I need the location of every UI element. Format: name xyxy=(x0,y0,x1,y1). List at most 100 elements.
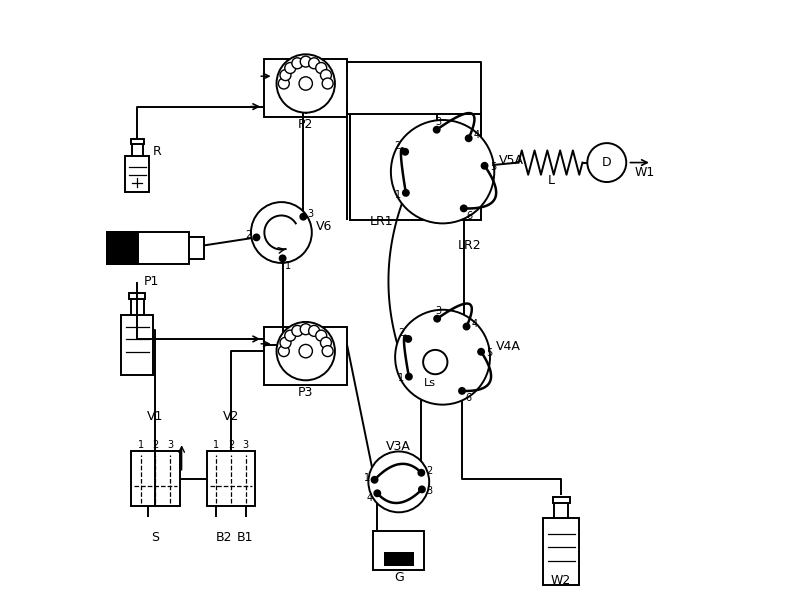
Circle shape xyxy=(278,254,286,262)
Bar xyxy=(553,497,570,503)
Text: 2: 2 xyxy=(398,328,404,338)
Bar xyxy=(107,232,138,263)
Circle shape xyxy=(322,346,333,357)
Circle shape xyxy=(418,486,426,493)
Text: V5A: V5A xyxy=(499,154,524,167)
Circle shape xyxy=(292,58,303,69)
Text: 1: 1 xyxy=(398,373,404,384)
Text: LR2: LR2 xyxy=(458,240,482,252)
Text: 2: 2 xyxy=(394,141,401,151)
Bar xyxy=(130,139,144,144)
Bar xyxy=(131,452,180,506)
Text: 6: 6 xyxy=(465,393,471,403)
Text: 4: 4 xyxy=(366,493,373,503)
Text: 1: 1 xyxy=(214,441,219,450)
Text: P3: P3 xyxy=(298,386,314,399)
Text: LR1: LR1 xyxy=(370,215,394,228)
Bar xyxy=(130,293,145,299)
Circle shape xyxy=(277,322,335,380)
Text: 2: 2 xyxy=(152,441,158,450)
Bar xyxy=(206,452,255,506)
Circle shape xyxy=(285,330,296,341)
Text: V3A: V3A xyxy=(386,440,411,453)
Bar xyxy=(130,298,144,315)
Text: L: L xyxy=(547,174,554,187)
Circle shape xyxy=(434,315,441,323)
Circle shape xyxy=(458,387,466,395)
Text: 1: 1 xyxy=(138,441,144,450)
Circle shape xyxy=(285,62,296,73)
Circle shape xyxy=(404,335,412,343)
Text: 3: 3 xyxy=(435,117,441,127)
Text: 1: 1 xyxy=(363,473,370,483)
Text: 2: 2 xyxy=(228,441,234,450)
Circle shape xyxy=(322,78,333,89)
Bar xyxy=(107,232,138,263)
Circle shape xyxy=(300,324,311,335)
Circle shape xyxy=(460,205,468,213)
Circle shape xyxy=(278,78,290,89)
Circle shape xyxy=(316,62,326,73)
Text: 2: 2 xyxy=(426,466,432,476)
Text: 3: 3 xyxy=(242,441,249,450)
Circle shape xyxy=(395,310,490,404)
Text: G: G xyxy=(394,571,404,585)
Text: S: S xyxy=(151,532,159,544)
Circle shape xyxy=(309,58,319,69)
Text: D: D xyxy=(602,156,612,169)
Circle shape xyxy=(465,134,473,142)
Circle shape xyxy=(299,77,313,90)
Text: 6: 6 xyxy=(466,211,473,221)
Bar xyxy=(125,156,150,192)
Circle shape xyxy=(401,148,409,156)
Circle shape xyxy=(374,489,382,497)
Text: 3: 3 xyxy=(307,209,314,219)
Text: 3: 3 xyxy=(167,441,173,450)
Bar xyxy=(543,518,579,585)
Circle shape xyxy=(370,476,378,484)
Circle shape xyxy=(299,213,307,221)
Bar xyxy=(189,237,203,258)
Circle shape xyxy=(423,350,447,374)
Circle shape xyxy=(405,373,413,381)
Circle shape xyxy=(402,189,410,197)
Text: R: R xyxy=(153,145,162,158)
Text: Ls: Ls xyxy=(424,378,436,389)
Bar xyxy=(264,59,347,117)
Bar xyxy=(374,530,424,570)
Circle shape xyxy=(477,348,485,356)
Text: 3: 3 xyxy=(426,486,433,496)
Text: V4A: V4A xyxy=(495,340,520,353)
Text: 5: 5 xyxy=(490,162,496,172)
Text: 3: 3 xyxy=(435,306,442,316)
Text: P1: P1 xyxy=(144,275,159,288)
Bar xyxy=(132,143,142,156)
Text: P2: P2 xyxy=(298,119,314,131)
Circle shape xyxy=(462,323,470,331)
Text: B2: B2 xyxy=(215,532,232,544)
Circle shape xyxy=(433,126,441,134)
Circle shape xyxy=(299,345,313,358)
Circle shape xyxy=(280,70,291,81)
Bar xyxy=(554,502,569,518)
Text: 4: 4 xyxy=(474,130,480,141)
Circle shape xyxy=(280,337,291,348)
Text: B1: B1 xyxy=(237,532,253,544)
Text: W1: W1 xyxy=(634,166,654,180)
Circle shape xyxy=(253,233,261,241)
Circle shape xyxy=(418,469,426,477)
Bar xyxy=(122,315,153,375)
Circle shape xyxy=(368,452,429,512)
Text: V1: V1 xyxy=(147,410,164,423)
Circle shape xyxy=(277,54,335,112)
Circle shape xyxy=(251,202,312,263)
Circle shape xyxy=(316,330,326,341)
Circle shape xyxy=(278,346,290,357)
Bar xyxy=(264,327,347,384)
Circle shape xyxy=(481,162,489,170)
Text: 4: 4 xyxy=(471,318,478,329)
Circle shape xyxy=(587,143,626,182)
Text: W2: W2 xyxy=(551,574,571,587)
Circle shape xyxy=(300,56,311,67)
Bar xyxy=(350,114,481,221)
